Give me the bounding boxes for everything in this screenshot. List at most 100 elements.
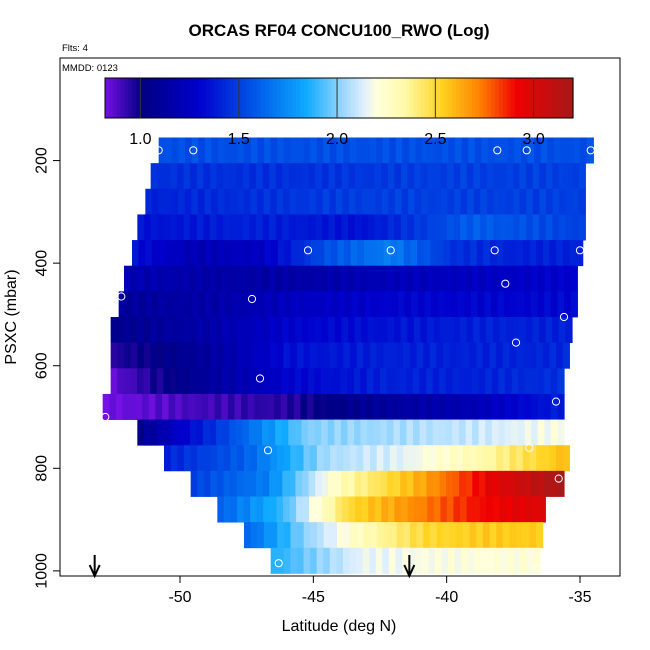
heatmap-cell [302,188,311,215]
heatmap-cell [359,393,367,420]
colorbar-swatch [397,78,402,118]
heatmap-cell [237,445,245,472]
heatmap-cell [559,188,567,215]
heatmap-cell [449,445,457,472]
heatmap-cell [181,393,189,420]
heatmap-cell [276,188,284,215]
colorbar-tick-label: 1.0 [129,131,151,148]
heatmap-cell [448,137,456,164]
heatmap-cell [486,188,494,215]
heatmap-cell [222,317,230,344]
heatmap-cell [349,342,358,369]
heatmap-cell [341,496,350,523]
heatmap-cell [502,522,511,549]
heatmap-cell [110,342,118,369]
heatmap-cell [288,419,296,446]
heatmap-cell [423,342,431,369]
heatmap-cell [526,163,534,190]
heatmap-cell [336,137,344,164]
heatmap-cell [376,342,384,369]
heatmap-cell [542,240,551,267]
heatmap-cell [254,393,262,420]
heatmap-cell [412,368,421,395]
heatmap-cell [221,393,229,420]
heatmap-cell [351,291,359,318]
colorbar-swatch [257,78,262,118]
heatmap-cell [329,547,337,574]
heatmap-cell [506,188,514,215]
heatmap-cell [290,445,298,472]
heatmap-cell [236,470,244,497]
heatmap-cell [143,368,151,395]
colorbar-swatch [518,78,523,118]
colorbar-swatch [268,78,274,118]
heatmap-cell [333,393,341,420]
colorbar-tick-label: 2.0 [326,131,348,148]
heatmap-cell [552,317,560,344]
heatmap-cell [383,522,391,549]
heatmap-cell [335,163,343,190]
heatmap-cell [399,368,407,395]
heatmap-cell [294,368,302,395]
heatmap-cell [353,393,361,420]
heatmap-cell [377,291,386,318]
heatmap-cell [461,547,469,574]
heatmap-cell [151,188,160,215]
heatmap-cell [176,214,185,241]
heatmap-cell [256,496,264,523]
heatmap-cell [524,265,532,292]
heatmap-cell [209,265,217,292]
colorbar-swatch [479,78,484,118]
heatmap-cell [250,496,258,523]
heatmap-cell [570,291,578,318]
sample-point [117,292,126,301]
heatmap-cell [157,214,165,241]
heatmap-cell [263,445,271,472]
heatmap-cell [390,522,398,549]
heatmap-cell [373,419,381,446]
heatmap-cell [117,342,125,369]
heatmap-cell [432,393,440,420]
heatmap-cell [275,163,283,190]
heatmap-cell [566,137,575,164]
heatmap-cell [341,470,349,497]
heatmap-cell [262,214,270,241]
sample-point [189,146,198,155]
heatmap-cell [349,547,357,574]
heatmap-cell [391,291,399,318]
heatmap-cell [310,445,318,472]
heatmap-cell [123,342,132,369]
heatmap-cell [440,188,449,215]
colorbar-swatch [155,78,161,118]
heatmap-cell [509,445,517,472]
heatmap-cell [511,368,519,395]
heatmap-cell [135,393,143,420]
heatmap-cell [443,445,451,472]
heatmap-cell [283,137,291,164]
colorbar-swatch [339,78,344,118]
heatmap-cell [307,265,316,292]
sample-point [559,312,569,322]
heatmap-cell [394,163,402,190]
heatmap-cell [390,240,398,267]
heatmap-cell [505,265,513,292]
heatmap-cell [452,368,460,395]
heatmap-cell [189,317,197,344]
heatmap-cell [388,547,397,574]
heatmap-cell [532,496,540,523]
heatmap-cell [473,496,481,523]
colorbar-swatch [136,78,141,118]
heatmap-cell [380,265,388,292]
heatmap-cell [382,547,390,574]
heatmap-cell [223,445,232,472]
heatmap-cell [434,188,442,215]
colorbar-swatch [222,78,227,118]
heatmap-cell [413,470,421,497]
colorbar-swatch [140,78,145,118]
heatmap-cell [353,265,362,292]
heatmap-cell [484,393,493,420]
colorbar-swatch [569,78,574,118]
colorbar-swatch [296,78,301,118]
colorbar-swatch [413,78,418,118]
heatmap-cell [203,470,211,497]
